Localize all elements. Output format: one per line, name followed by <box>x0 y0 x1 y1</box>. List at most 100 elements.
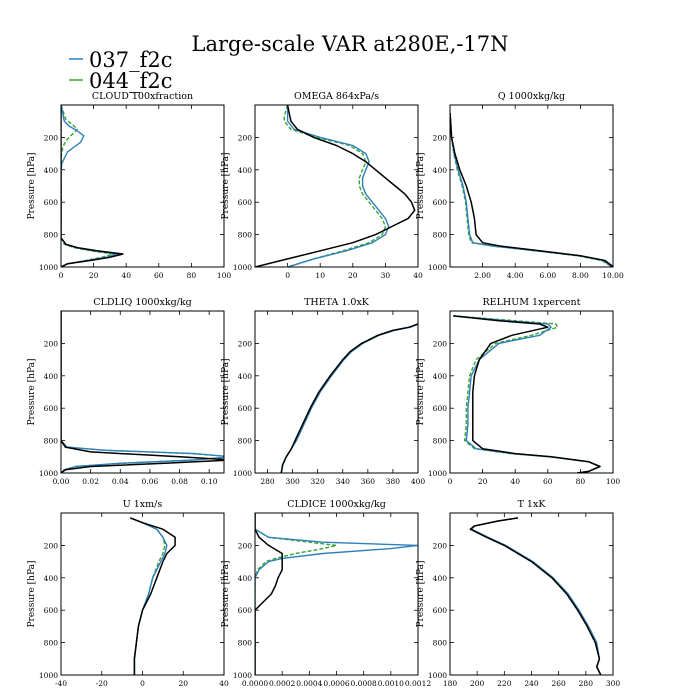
figure-title: Large-scale VAR at280E,-17N <box>192 32 509 56</box>
x-tick-label: 40 <box>413 271 423 280</box>
panel-q: Q 1000xkg/kg Pressure [hPa] 2.00 4.00 6.00 8.… <box>416 91 624 280</box>
y-tick-label: 600 <box>44 198 59 207</box>
x-tick-label: 30 <box>381 271 391 280</box>
plot-frame <box>449 512 614 676</box>
x-tick-label: 4.00 <box>507 271 524 280</box>
y-axis-label: Pressure [hPa] <box>416 152 426 219</box>
panel-title: CLDLIQ 1000xkg/kg <box>93 297 191 308</box>
panel-title: CLDICE 1000xkg/kg <box>287 499 386 510</box>
x-tick-label: 40 <box>219 679 229 688</box>
y-tick-label: 600 <box>238 606 253 615</box>
y-tick-label: 800 <box>238 639 253 648</box>
y-tick-label: 600 <box>433 606 448 615</box>
x-tick-label: -40 <box>55 679 67 688</box>
y-tick-label: 800 <box>44 639 59 648</box>
y-tick-label: 200 <box>44 133 59 142</box>
series-037-f2c-line <box>471 517 602 675</box>
y-tick-label: 600 <box>44 606 59 615</box>
x-tick-label: 400 <box>411 477 426 486</box>
x-tick-label: 0 <box>448 477 453 486</box>
y-tick-label: 600 <box>433 404 448 413</box>
y-tick-label: 800 <box>238 231 253 240</box>
x-tick-label: 0.0006 <box>323 679 349 688</box>
x-tick-label: 0.02 <box>82 477 99 486</box>
y-tick-label: 400 <box>44 574 59 583</box>
y-tick-label: 400 <box>238 574 253 583</box>
plot-frame <box>254 104 419 268</box>
x-tick-label: 20 <box>348 271 358 280</box>
y-tick-label: 400 <box>238 166 253 175</box>
y-tick-label: 800 <box>433 437 448 446</box>
x-tick-label: 180 <box>443 679 458 688</box>
y-tick-label: 800 <box>44 231 59 240</box>
series-037-f2c-line <box>280 323 418 473</box>
panel-grid: CLOUD 100xfraction Pressure [hPa] 0 20 40 60 8… <box>27 91 624 688</box>
series-037-f2c-line <box>286 105 390 267</box>
panel-title: RELHUM 1xpercent <box>483 297 581 308</box>
series-037-f2c-line <box>450 113 612 267</box>
y-tick-label: 200 <box>433 541 448 550</box>
x-tick-label: 0.08 <box>171 477 188 486</box>
plot-frame <box>449 104 614 268</box>
y-tick-label: 200 <box>433 339 448 348</box>
y-tick-label: 200 <box>238 133 253 142</box>
y-tick-label: 600 <box>238 404 253 413</box>
panel-u: U 1xm/s Pressure [hPa] -40 -20 0 20 40 200 400 60… <box>27 499 229 688</box>
x-tick-label: 100 <box>217 271 232 280</box>
y-tick-label: 400 <box>44 166 59 175</box>
x-tick-label: 20 <box>478 477 488 486</box>
series-037-f2c-line <box>255 513 418 675</box>
y-axis-label: Pressure [hPa] <box>27 152 37 219</box>
series-control-line <box>255 513 283 675</box>
x-tick-label: 100 <box>606 477 621 486</box>
series-control-line <box>61 311 224 473</box>
x-tick-label: 280 <box>579 679 594 688</box>
y-axis-label: Pressure [hPa] <box>221 358 231 425</box>
series-control-line <box>61 105 124 267</box>
series-044-f2c-line <box>280 323 418 473</box>
y-tick-label: 200 <box>238 541 253 550</box>
panel-theta: THETA 1.0xK Pressure [hPa] 280 300 320 340 360… <box>221 297 425 486</box>
x-tick-label: 300 <box>606 679 621 688</box>
x-tick-label: 0.06 <box>142 477 159 486</box>
x-tick-label: 0.0012 <box>405 679 431 688</box>
x-tick-label: 0.10 <box>201 477 218 486</box>
x-tick-label: 40 <box>510 477 520 486</box>
x-tick-label: 0.0008 <box>351 679 377 688</box>
y-tick-label: 1000 <box>39 671 58 680</box>
y-axis-label: Pressure [hPa] <box>221 152 231 219</box>
y-tick-label: 400 <box>44 372 59 381</box>
plot-frame <box>60 512 225 676</box>
x-tick-label: 2.00 <box>474 271 491 280</box>
panel-title: CLOUD 100xfraction <box>92 91 193 102</box>
x-tick-label: 0.0002 <box>269 679 295 688</box>
panel-title: THETA 1.0xK <box>304 297 370 308</box>
y-tick-label: 1000 <box>39 263 58 272</box>
x-tick-label: 60 <box>154 271 164 280</box>
y-axis-label: Pressure [hPa] <box>221 560 231 627</box>
panel-title: T 1xK <box>518 499 547 510</box>
y-tick-label: 1000 <box>428 671 447 680</box>
y-tick-label: 1000 <box>428 469 447 478</box>
y-axis-label: Pressure [hPa] <box>416 358 426 425</box>
x-tick-label: 360 <box>361 477 376 486</box>
series-037-f2c-line <box>453 315 601 473</box>
y-axis-label: Pressure [hPa] <box>27 358 37 425</box>
series-044-f2c-line <box>283 105 387 267</box>
y-tick-label: 1000 <box>233 671 252 680</box>
y-tick-label: 400 <box>238 372 253 381</box>
series-control-line <box>255 105 416 267</box>
x-tick-label: 8.00 <box>572 271 589 280</box>
series-control-line <box>280 323 418 473</box>
x-tick-label: 10.00 <box>602 271 624 280</box>
x-tick-label: 40 <box>121 271 131 280</box>
series-044-f2c-line <box>453 315 601 473</box>
y-tick-label: 800 <box>433 231 448 240</box>
x-tick-label: 300 <box>285 477 300 486</box>
x-tick-label: 0.0004 <box>296 679 322 688</box>
y-tick-label: 800 <box>433 639 448 648</box>
series-control-line <box>453 315 601 473</box>
x-tick-label: 200 <box>470 679 485 688</box>
y-tick-label: 800 <box>44 437 59 446</box>
